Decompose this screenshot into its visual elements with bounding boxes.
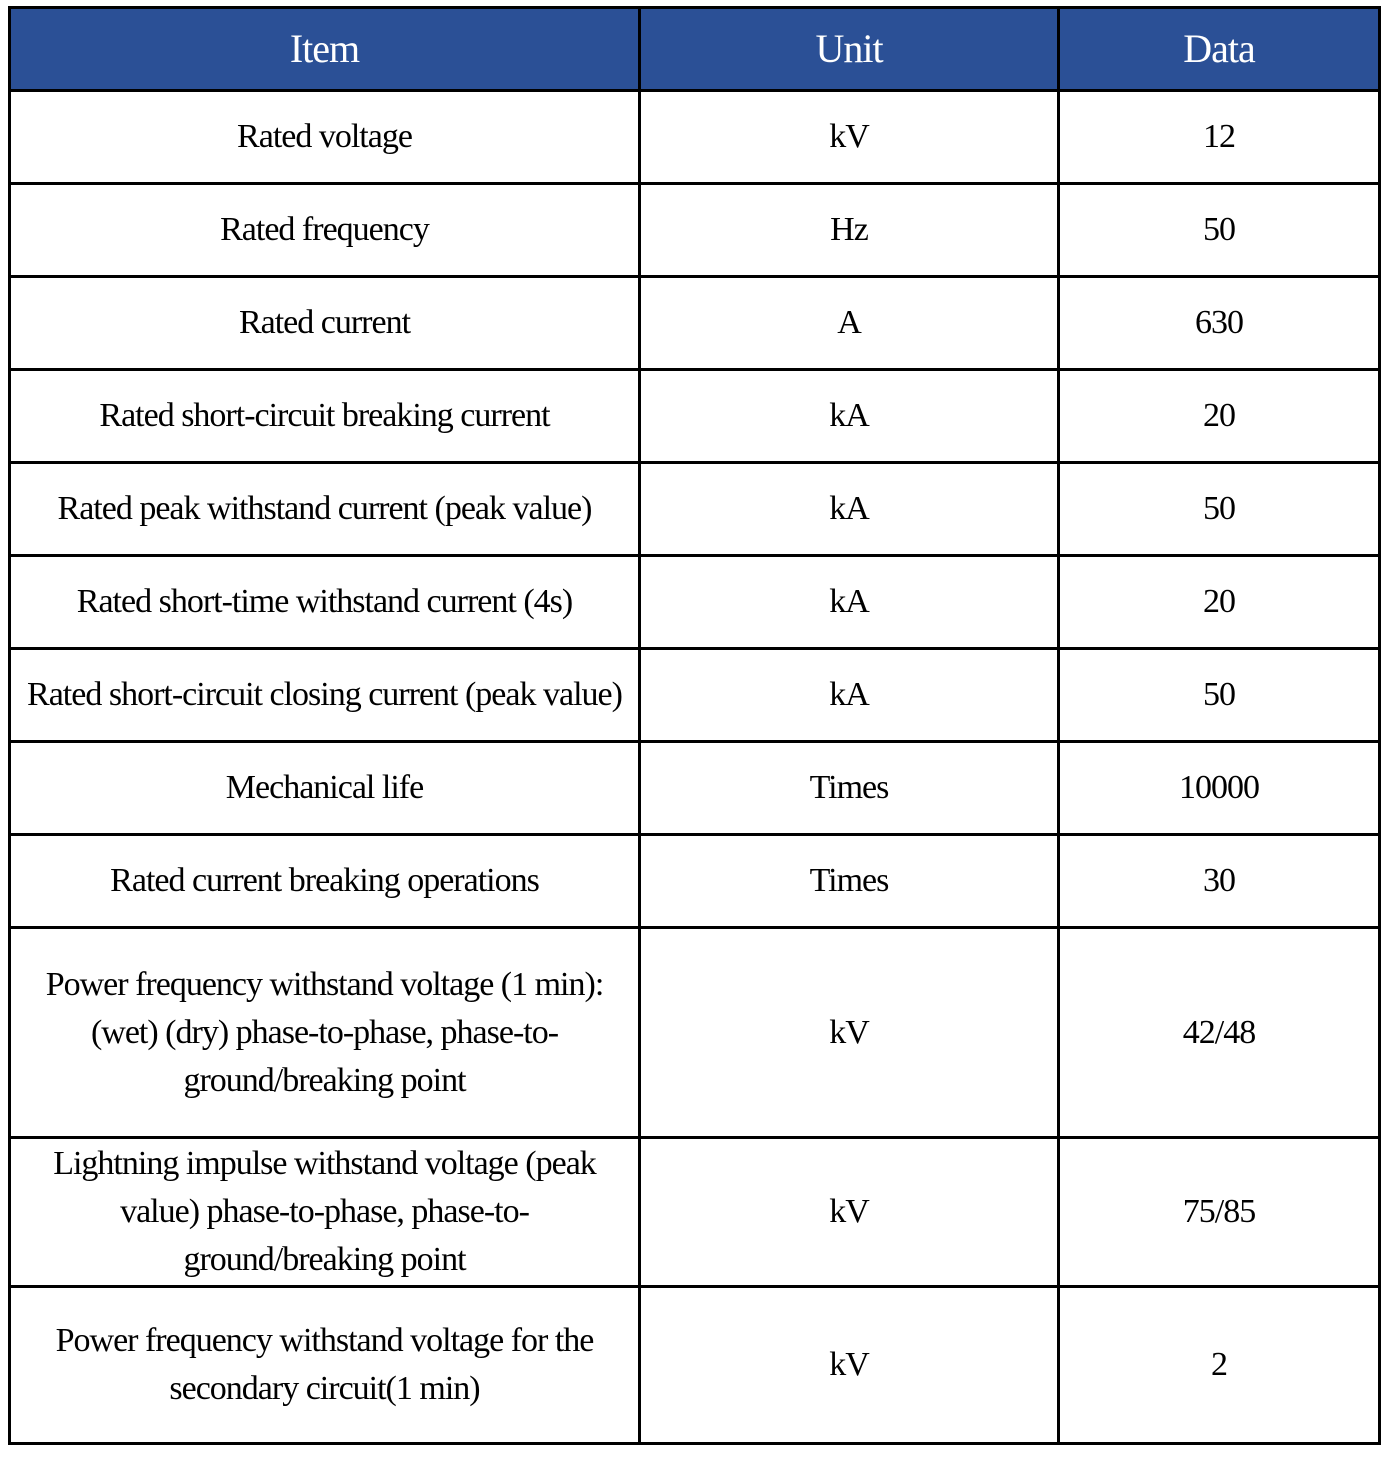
table-row: Rated frequency Hz 50: [8, 182, 1381, 278]
table-row: Rated voltage kV 12: [8, 89, 1381, 185]
cell-unit: A: [638, 275, 1060, 371]
cell-unit: Times: [638, 833, 1060, 929]
specifications-table: Item Unit Data Rated voltage kV 12 Rated fr…: [8, 6, 1381, 1445]
cell-data: 50: [1057, 647, 1381, 743]
cell-data: 42/48: [1057, 926, 1381, 1139]
cell-item: Power frequency withstand voltage for th…: [8, 1285, 641, 1445]
table-row: Lightning impulse withstand voltage (pea…: [8, 1136, 1381, 1288]
cell-item: Lightning impulse withstand voltage (pea…: [8, 1136, 641, 1288]
cell-item: Power frequency withstand voltage (1 min…: [8, 926, 641, 1139]
table-row: Rated current A 630: [8, 275, 1381, 371]
cell-unit: Times: [638, 740, 1060, 836]
cell-data: 630: [1057, 275, 1381, 371]
cell-item: Rated short-time withstand current (4s): [8, 554, 641, 650]
cell-item: Rated frequency: [8, 182, 641, 278]
cell-data: 2: [1057, 1285, 1381, 1445]
table-row: Rated short-time withstand current (4s) k…: [8, 554, 1381, 650]
cell-item: Rated short-circuit closing current (pea…: [8, 647, 641, 743]
table-row: Rated short-circuit closing current (pea…: [8, 647, 1381, 743]
cell-item: Mechanical life: [8, 740, 641, 836]
cell-data: 50: [1057, 182, 1381, 278]
cell-item: Rated peak withstand current (peak value…: [8, 461, 641, 557]
cell-item: Rated short-circuit breaking current: [8, 368, 641, 464]
cell-data: 10000: [1057, 740, 1381, 836]
cell-item: Rated current: [8, 275, 641, 371]
table-row: Rated current breaking operations Times 30: [8, 833, 1381, 929]
cell-unit: Hz: [638, 182, 1060, 278]
cell-item: Rated current breaking operations: [8, 833, 641, 929]
header-row: Item Unit Data: [8, 6, 1381, 92]
cell-unit: kV: [638, 89, 1060, 185]
cell-unit: kA: [638, 554, 1060, 650]
cell-data: 50: [1057, 461, 1381, 557]
cell-unit: kV: [638, 1136, 1060, 1288]
table-row: Mechanical life Times 10000: [8, 740, 1381, 836]
cell-unit: kA: [638, 368, 1060, 464]
cell-item: Rated voltage: [8, 89, 641, 185]
cell-data: 20: [1057, 554, 1381, 650]
cell-unit: kA: [638, 647, 1060, 743]
header-data: Data: [1057, 6, 1381, 92]
cell-data: 12: [1057, 89, 1381, 185]
header-item: Item: [8, 6, 641, 92]
cell-data: 30: [1057, 833, 1381, 929]
cell-data: 75/85: [1057, 1136, 1381, 1288]
table-row: Power frequency withstand voltage (1 min…: [8, 926, 1381, 1139]
cell-data: 20: [1057, 368, 1381, 464]
table-row: Rated peak withstand current (peak value…: [8, 461, 1381, 557]
table-row: Rated short-circuit breaking current kA 20: [8, 368, 1381, 464]
cell-unit: kV: [638, 926, 1060, 1139]
cell-unit: kA: [638, 461, 1060, 557]
header-unit: Unit: [638, 6, 1060, 92]
table-row: Power frequency withstand voltage for th…: [8, 1285, 1381, 1445]
cell-unit: kV: [638, 1285, 1060, 1445]
